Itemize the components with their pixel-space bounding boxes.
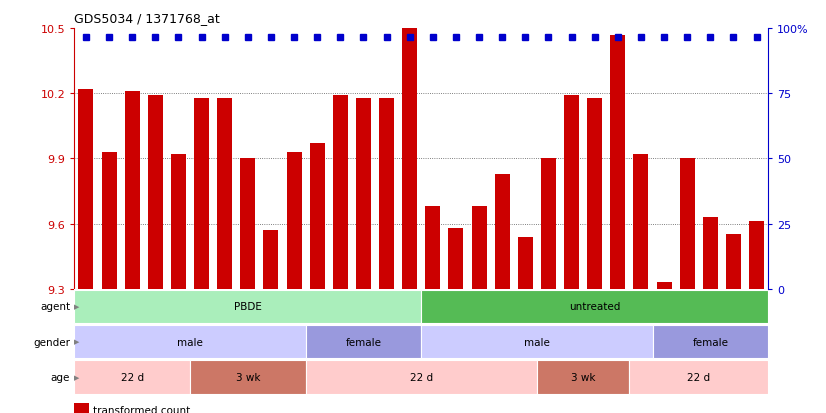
Bar [74,360,190,394]
Text: 3 wk: 3 wk [571,372,596,382]
Bar [537,360,629,394]
Bar [379,98,394,289]
Text: female: female [692,337,729,347]
Text: 22 d: 22 d [410,372,433,382]
Bar [495,174,510,289]
Bar [74,290,421,323]
Text: male: male [177,337,203,347]
Bar [680,159,695,289]
Text: age: age [51,372,70,382]
Bar [74,325,306,358]
Bar [472,207,487,289]
Bar [703,218,718,289]
Text: ▶: ▶ [74,339,79,345]
Bar [240,159,255,289]
Text: 22 d: 22 d [687,372,710,382]
Bar [194,98,209,289]
Bar [306,325,421,358]
Bar [102,152,116,289]
Text: GDS5034 / 1371768_at: GDS5034 / 1371768_at [74,12,220,25]
Text: 3 wk: 3 wk [235,372,260,382]
Bar [148,96,163,289]
Bar [726,235,741,289]
Text: gender: gender [33,337,70,347]
Text: 22 d: 22 d [121,372,144,382]
Text: ▶: ▶ [74,304,79,310]
Bar [449,228,463,289]
Bar [657,282,672,289]
Bar [564,96,579,289]
Bar [190,360,306,394]
Text: untreated: untreated [569,301,620,312]
Bar [421,325,653,358]
Bar [171,155,186,289]
Bar [125,92,140,289]
Text: male: male [524,337,550,347]
Bar [587,98,602,289]
Bar [610,36,625,289]
Bar [541,159,556,289]
Bar [356,98,371,289]
Text: ▶: ▶ [74,374,79,380]
Bar [518,237,533,289]
Bar [287,152,301,289]
Text: PBDE: PBDE [234,301,262,312]
Bar [217,98,232,289]
Bar [333,96,348,289]
Bar [749,222,764,289]
Bar [425,207,440,289]
Text: female: female [345,337,382,347]
Bar [310,144,325,289]
Bar [634,155,648,289]
Bar [78,90,93,289]
Text: agent: agent [40,301,70,312]
Bar [306,360,537,394]
Bar [402,29,417,289]
Text: transformed count: transformed count [93,405,191,413]
Bar [421,290,768,323]
Bar [653,325,768,358]
Bar [263,230,278,289]
Bar [629,360,768,394]
